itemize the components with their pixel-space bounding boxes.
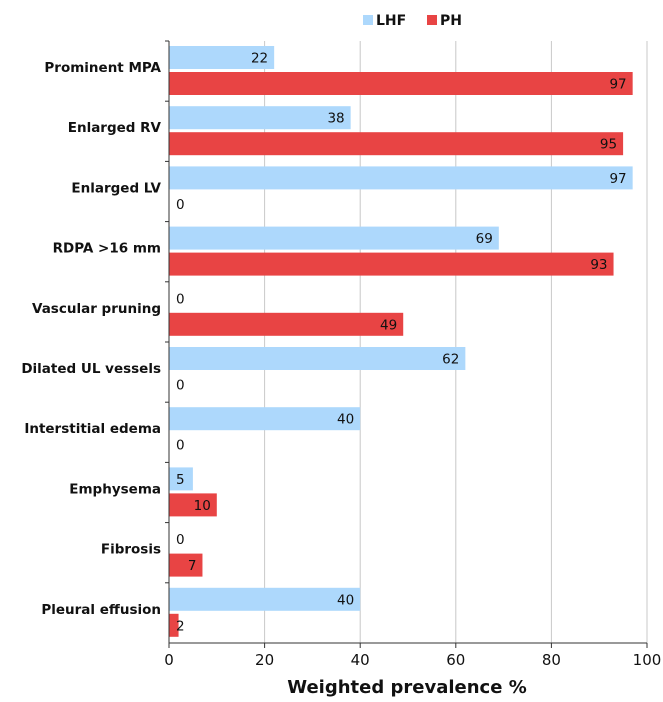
bar-ph (169, 132, 624, 156)
data-label: 2 (176, 618, 185, 634)
bar-lhf (169, 226, 499, 250)
data-label: 0 (176, 197, 185, 213)
bar-ph (169, 613, 179, 637)
bar-lhf (169, 407, 361, 431)
data-label: 10 (194, 498, 211, 514)
gridlines (264, 41, 648, 643)
bar-ph (169, 553, 203, 577)
data-label: 5 (176, 472, 185, 488)
category-label: Prominent MPA (44, 60, 161, 76)
data-label: 38 (327, 111, 344, 127)
bar-ph (169, 312, 404, 336)
legend-label-lhf: LHF (376, 13, 406, 29)
legend-label-ph: PH (440, 13, 462, 29)
bars (169, 46, 633, 637)
bar-ph (169, 252, 614, 276)
bar-lhf (169, 467, 193, 491)
data-label: 7 (188, 558, 197, 574)
x-tick-label: 80 (542, 651, 561, 669)
category-label: RDPA >16 mm (53, 241, 161, 257)
bar-lhf (169, 106, 351, 130)
data-label: 97 (609, 171, 626, 187)
bar-lhf (169, 347, 466, 370)
data-label: 49 (380, 317, 397, 333)
category-label: Vascular pruning (32, 301, 161, 317)
category-label: Pleural effusion (41, 602, 161, 618)
bar-ph (169, 493, 217, 517)
category-label: Emphysema (69, 481, 161, 497)
category-label: Interstitial edema (24, 421, 161, 437)
axes (165, 40, 648, 648)
x-axis-title: Weighted prevalence % (287, 677, 526, 698)
x-tick-label: 20 (255, 651, 274, 669)
data-label: 69 (476, 231, 493, 247)
data-label: 95 (600, 137, 617, 153)
data-label: 22 (251, 51, 268, 67)
data-label: 0 (176, 532, 185, 548)
legend-swatch-ph (427, 15, 437, 25)
x-tick-label: 60 (446, 651, 465, 669)
bar-lhf (169, 587, 361, 611)
data-label: 0 (176, 291, 185, 307)
data-label: 0 (176, 438, 185, 454)
category-label: Fibrosis (101, 542, 161, 558)
x-tick-label: 0 (164, 651, 174, 669)
data-label: 0 (176, 378, 185, 394)
x-tick-label: 100 (633, 651, 662, 669)
category-label: Dilated UL vessels (21, 361, 161, 377)
data-label: 62 (442, 352, 459, 368)
legend: LHF PH (363, 13, 462, 29)
data-label: 40 (337, 412, 354, 428)
x-tick-label: 40 (351, 651, 370, 669)
data-label: 40 (337, 592, 354, 608)
bar-ph (169, 72, 633, 95)
data-label: 97 (609, 77, 626, 93)
category-label: Enlarged LV (71, 180, 161, 196)
data-label: 93 (590, 257, 607, 273)
bar-lhf (169, 166, 633, 190)
legend-swatch-lhf (363, 15, 373, 25)
category-label: Enlarged RV (68, 120, 162, 136)
bar-lhf (169, 46, 275, 69)
